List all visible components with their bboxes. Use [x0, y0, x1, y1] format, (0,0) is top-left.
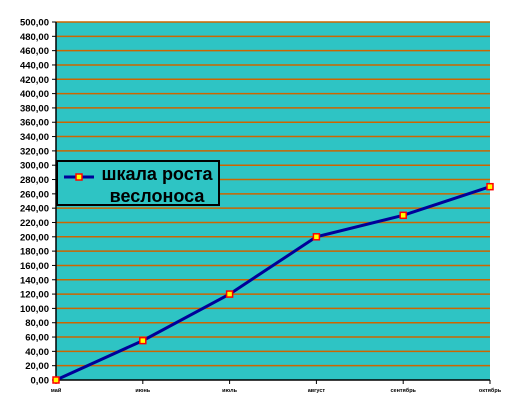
x-tick-label: август	[308, 388, 326, 394]
series-line	[55, 185, 491, 382]
x-tick-label: май	[51, 387, 61, 394]
data-point	[399, 211, 407, 220]
x-tick-label: июнь	[135, 388, 150, 394]
y-tick-label: 280,00	[20, 175, 49, 186]
y-tick-label: 180,00	[20, 247, 49, 258]
y-tick-label: 60,00	[25, 333, 49, 344]
x-tick-label: сентябрь	[390, 387, 416, 394]
x-axis-labels: май июнь июль август сентябрь октябрь	[51, 387, 502, 394]
y-tick-label: 320,00	[20, 146, 49, 157]
y-tick-label: 360,00	[20, 118, 49, 129]
data-point	[486, 182, 494, 191]
y-tick-label: 140,00	[20, 275, 49, 286]
y-tick-label: 440,00	[20, 60, 49, 71]
legend-label: шкала роста веслоноса	[101, 164, 213, 206]
data-point	[52, 376, 60, 384]
y-tick-label: 400,00	[20, 89, 49, 100]
y-tick-label: 480,00	[20, 32, 49, 43]
y-tick-label: 220,00	[20, 218, 49, 229]
x-tick-label: июль	[222, 388, 237, 394]
data-point	[225, 290, 234, 298]
y-tick-label: 200,00	[20, 232, 49, 243]
y-tick-label: 120,00	[20, 290, 49, 301]
legend: шкала роста веслоноса	[56, 160, 220, 206]
y-tick-label: 20,00	[25, 361, 49, 372]
y-tick-label: 0,00	[31, 376, 50, 387]
data-point	[139, 336, 147, 345]
y-tick-label: 420,00	[20, 75, 49, 86]
y-tick-label: 460,00	[20, 46, 49, 57]
y-tick-label: 100,00	[20, 304, 49, 315]
y-tick-label: 300,00	[20, 161, 49, 172]
y-tick-label: 260,00	[20, 189, 49, 200]
gridlines	[56, 21, 490, 367]
legend-key	[64, 173, 94, 181]
y-tick-label: 380,00	[20, 103, 49, 114]
y-tick-label: 80,00	[25, 318, 49, 329]
y-tick-label: 500,00	[20, 18, 49, 29]
legend-key-marker	[75, 173, 83, 181]
x-tick-label: октябрь	[479, 387, 502, 394]
y-tick-label: 340,00	[20, 132, 49, 143]
y-tick-label: 160,00	[20, 261, 49, 272]
series-markers	[52, 182, 494, 384]
y-tick-label: 240,00	[20, 204, 49, 215]
y-axis-labels: 0,00 20,00 40,00 60,00 80,00 100,00 120,00 140,…	[20, 18, 49, 387]
y-tick-label: 40,00	[25, 347, 49, 358]
data-point	[312, 233, 321, 241]
